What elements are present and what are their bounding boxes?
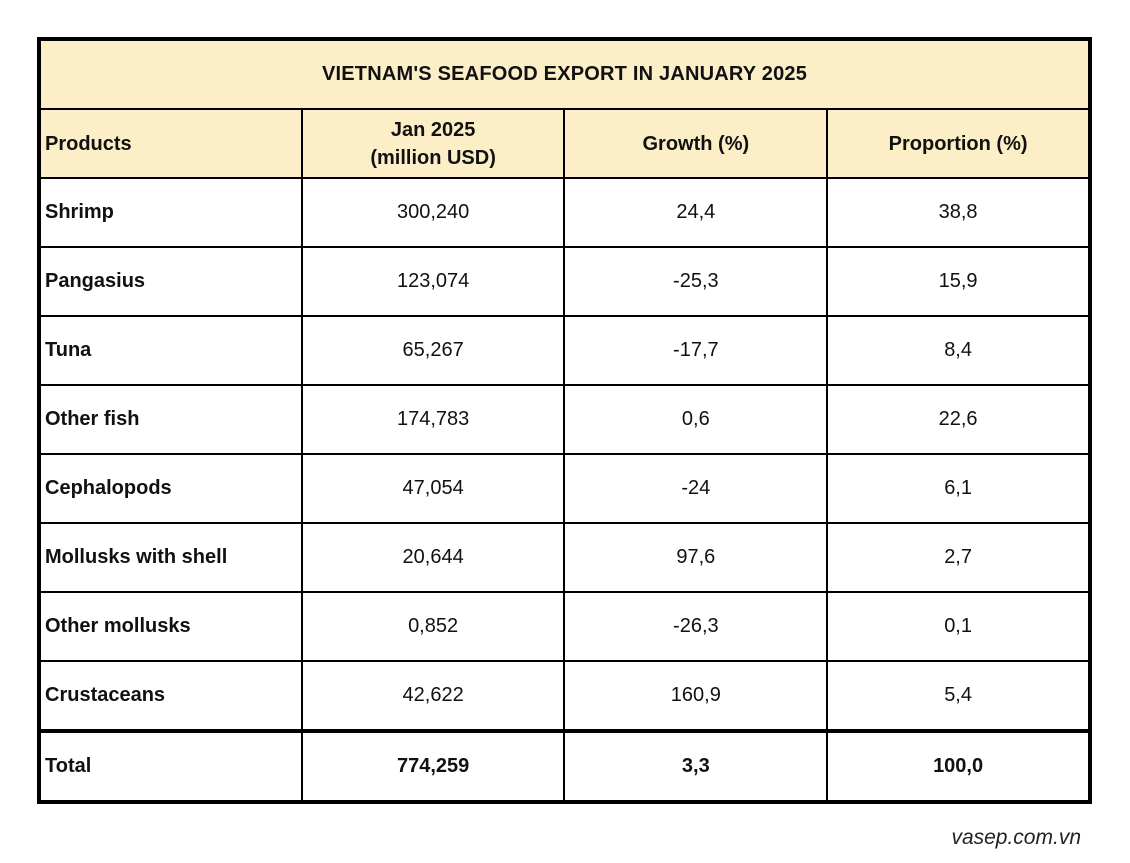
product-cell: Pangasius (38, 246, 303, 317)
product-cell: Tuna (38, 315, 303, 386)
growth-cell: 24,4 (563, 177, 829, 248)
product-cell: Crustaceans (38, 660, 303, 732)
table-row: Other mollusks 0,852 -26,3 0,1 (38, 591, 1091, 662)
seafood-export-table-wrapper: VIETNAM'S SEAFOOD EXPORT IN JANUARY 2025… (37, 37, 1092, 804)
growth-cell: -25,3 (563, 246, 829, 317)
table-row: Crustaceans 42,622 160,9 5,4 (38, 660, 1091, 732)
total-value: 774,259 (300, 729, 566, 803)
value-cell: 300,240 (300, 177, 566, 248)
total-growth: 3,3 (563, 729, 829, 803)
table-row: Pangasius 123,074 -25,3 15,9 (38, 246, 1091, 317)
total-label: Total (38, 729, 303, 803)
table-title: VIETNAM'S SEAFOOD EXPORT IN JANUARY 2025 (38, 38, 1091, 110)
table-row: Mollusks with shell 20,644 97,6 2,7 (38, 522, 1091, 593)
growth-cell: 97,6 (563, 522, 829, 593)
table-row: Other fish 174,783 0,6 22,6 (38, 384, 1091, 455)
product-cell: Mollusks with shell (38, 522, 303, 593)
table-row: Cephalopods 47,054 -24 6,1 (38, 453, 1091, 524)
header-jan-2025-line1: Jan 2025 (390, 118, 476, 141)
growth-cell: -17,7 (563, 315, 829, 386)
product-cell: Other fish (38, 384, 303, 455)
product-cell: Cephalopods (38, 453, 303, 524)
value-cell: 47,054 (300, 453, 566, 524)
proportion-cell: 6,1 (826, 453, 1091, 524)
growth-cell: 0,6 (563, 384, 829, 455)
proportion-cell: 22,6 (826, 384, 1091, 455)
value-cell: 174,783 (300, 384, 566, 455)
proportion-cell: 8,4 (826, 315, 1091, 386)
product-cell: Shrimp (38, 177, 303, 248)
seafood-export-table: VIETNAM'S SEAFOOD EXPORT IN JANUARY 2025… (37, 37, 1092, 804)
growth-cell: -26,3 (563, 591, 829, 662)
header-growth: Growth (%) (563, 108, 829, 179)
value-cell: 42,622 (300, 660, 566, 732)
table-header-row: Products Jan 2025 (million USD) Growth (… (38, 108, 1091, 179)
header-products: Products (38, 108, 303, 179)
total-proportion: 100,0 (826, 729, 1091, 803)
product-cell: Other mollusks (38, 591, 303, 662)
proportion-cell: 2,7 (826, 522, 1091, 593)
proportion-cell: 5,4 (826, 660, 1091, 732)
table-title-row: VIETNAM'S SEAFOOD EXPORT IN JANUARY 2025 (38, 38, 1091, 110)
value-cell: 123,074 (300, 246, 566, 317)
table-row: Tuna 65,267 -17,7 8,4 (38, 315, 1091, 386)
proportion-cell: 38,8 (826, 177, 1091, 248)
value-cell: 20,644 (300, 522, 566, 593)
proportion-cell: 0,1 (826, 591, 1091, 662)
header-proportion: Proportion (%) (826, 108, 1091, 179)
value-cell: 65,267 (300, 315, 566, 386)
value-cell: 0,852 (300, 591, 566, 662)
source-credit: vasep.com.vn (951, 826, 1081, 849)
table-total-row: Total 774,259 3,3 100,0 (38, 729, 1091, 803)
growth-cell: -24 (563, 453, 829, 524)
proportion-cell: 15,9 (826, 246, 1091, 317)
header-jan-2025: Jan 2025 (million USD) (300, 108, 566, 179)
header-jan-2025-line2: (million USD) (370, 146, 496, 169)
table-row: Shrimp 300,240 24,4 38,8 (38, 177, 1091, 248)
growth-cell: 160,9 (563, 660, 829, 732)
